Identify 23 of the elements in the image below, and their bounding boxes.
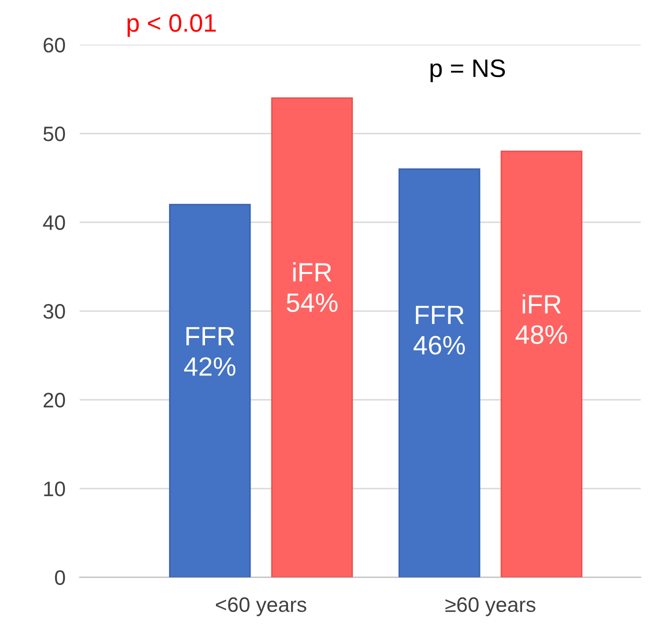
annotation: p = NS bbox=[430, 59, 505, 82]
y-tick-label: 10 bbox=[44, 482, 65, 496]
text: FFR bbox=[416, 306, 464, 324]
y-tick-label: 40 bbox=[43, 215, 65, 230]
data-label: 42% bbox=[184, 357, 236, 376]
y-tick-label: 60 bbox=[44, 38, 65, 53]
data-label: 46% bbox=[414, 336, 465, 355]
bar bbox=[398, 168, 480, 578]
data-label: 54% bbox=[286, 293, 338, 312]
text: iFR bbox=[522, 294, 561, 314]
y-tick-label: 30 bbox=[43, 304, 65, 319]
series-label: FFR bbox=[186, 327, 234, 346]
bar bbox=[169, 204, 251, 578]
series-label: iFR bbox=[293, 262, 332, 282]
bar bbox=[500, 150, 582, 578]
text: p < 0.01 bbox=[128, 14, 216, 37]
data-label: 48% bbox=[516, 325, 567, 344]
y-tick-label: 50 bbox=[43, 126, 65, 142]
x-tick-label: ≥60 years bbox=[445, 597, 536, 616]
y-tick-label: 0 bbox=[55, 570, 65, 586]
y-tick-label: 20 bbox=[44, 392, 65, 408]
x-tick-label: <60 years bbox=[216, 597, 306, 616]
bar bbox=[271, 97, 353, 578]
